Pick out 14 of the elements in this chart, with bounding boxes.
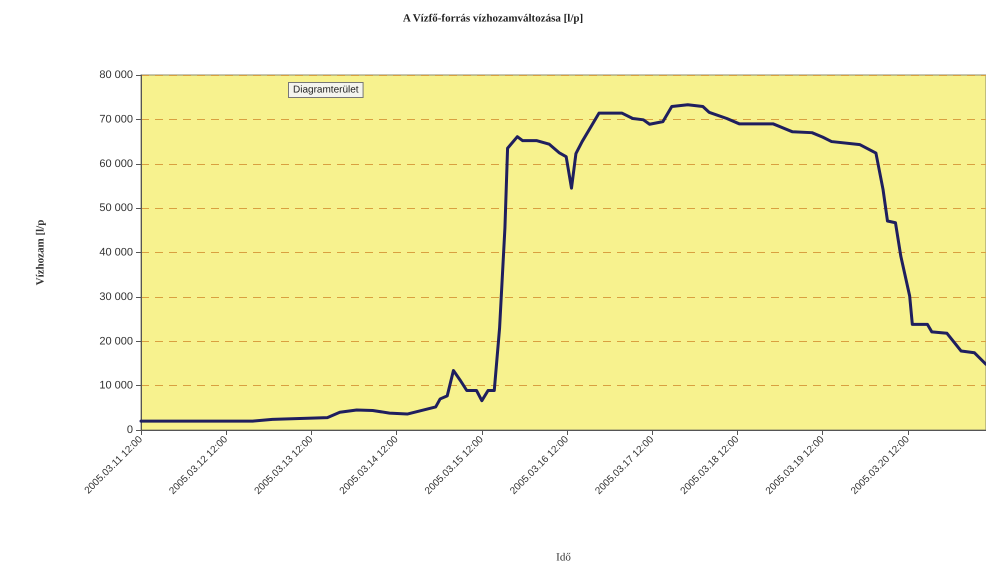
y-tick-label: 0 bbox=[126, 424, 133, 436]
y-axis-title: Vízhozam [l/p bbox=[34, 220, 46, 286]
y-tick-label: 20 000 bbox=[99, 335, 133, 348]
annotation: Diagramterület bbox=[293, 84, 359, 96]
y-tick-label: 40 000 bbox=[99, 246, 133, 258]
y-tick-label: 30 000 bbox=[99, 290, 133, 303]
y-tick-label: 70 000 bbox=[99, 113, 133, 126]
y-tick-label: 10 000 bbox=[99, 380, 133, 392]
chart-title: A Vízfő-forrás vízhozamváltozása [l/p] bbox=[402, 12, 584, 24]
x-axis-title: Idő bbox=[556, 552, 572, 564]
y-tick-label: 80 000 bbox=[99, 69, 133, 81]
y-tick-label: 50 000 bbox=[99, 202, 133, 214]
line-series bbox=[140, 103, 986, 423]
y-tick-label: 60 000 bbox=[99, 158, 133, 170]
